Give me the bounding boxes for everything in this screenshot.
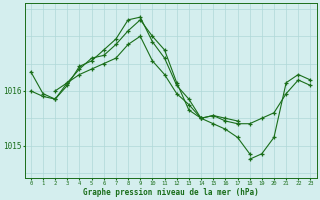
X-axis label: Graphe pression niveau de la mer (hPa): Graphe pression niveau de la mer (hPa) bbox=[83, 188, 259, 197]
